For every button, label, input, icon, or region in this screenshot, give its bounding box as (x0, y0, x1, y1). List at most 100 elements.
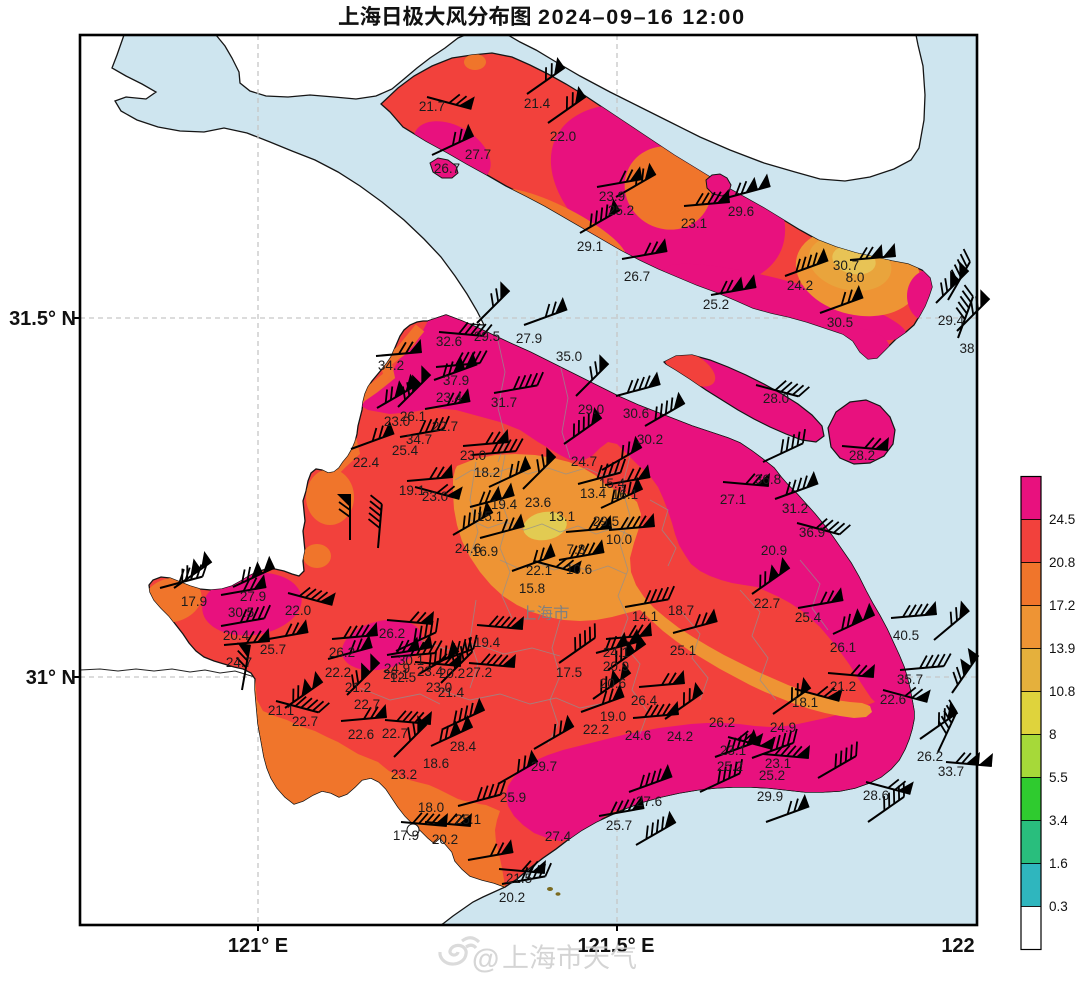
svg-text:24.7: 24.7 (571, 454, 597, 469)
svg-text:37.9: 37.9 (443, 373, 469, 388)
svg-text:25.2: 25.2 (717, 759, 743, 774)
svg-text:30.6: 30.6 (623, 406, 649, 421)
svg-text:21.7: 21.7 (419, 99, 445, 114)
svg-text:31° N: 31° N (26, 667, 76, 689)
svg-text:22.6: 22.6 (880, 692, 906, 707)
svg-text:25.2: 25.2 (703, 297, 729, 312)
svg-text:27.6: 27.6 (636, 794, 662, 809)
svg-text:18.0: 18.0 (418, 800, 444, 815)
svg-text:17.9: 17.9 (181, 594, 207, 609)
svg-text:@: @ (472, 943, 499, 974)
svg-text:23.0: 23.0 (426, 680, 452, 695)
svg-text:22.4: 22.4 (353, 455, 380, 470)
svg-text:38: 38 (959, 341, 974, 356)
svg-text:25.4: 25.4 (392, 443, 419, 458)
svg-text:25.2: 25.2 (608, 203, 634, 218)
svg-text:24.2: 24.2 (787, 278, 813, 293)
svg-text:30.7: 30.7 (833, 258, 859, 273)
svg-text:27.9: 27.9 (240, 589, 266, 604)
svg-text:30.1: 30.1 (398, 653, 424, 668)
svg-text:33.7: 33.7 (938, 764, 964, 779)
svg-text:21.5: 21.5 (506, 871, 532, 886)
svg-text:22.7: 22.7 (382, 726, 408, 741)
svg-text:22.0: 22.0 (550, 129, 576, 144)
svg-text:23.0: 23.0 (460, 448, 486, 463)
svg-text:20.2: 20.2 (439, 666, 465, 681)
svg-text:3.4: 3.4 (1049, 813, 1068, 828)
svg-text:20.2: 20.2 (432, 832, 458, 847)
svg-text:36.8: 36.8 (755, 472, 781, 487)
svg-text:18.7: 18.7 (668, 603, 694, 618)
svg-text:17.9: 17.9 (393, 828, 419, 843)
svg-text:19.0: 19.0 (600, 709, 626, 724)
svg-text:24.2: 24.2 (667, 729, 693, 744)
svg-text:22.7: 22.7 (354, 697, 380, 712)
svg-text:19.4: 19.4 (474, 635, 501, 650)
svg-text:31.5° N: 31.5° N (9, 308, 76, 330)
svg-text:10.6: 10.6 (566, 562, 592, 577)
svg-text:8.0: 8.0 (846, 270, 865, 285)
svg-text:34.7: 34.7 (406, 432, 432, 447)
svg-text:22.7: 22.7 (432, 419, 458, 434)
svg-text:25.7: 25.7 (260, 642, 286, 657)
svg-text:30.2: 30.2 (637, 432, 663, 447)
svg-text:20.9: 20.9 (603, 659, 629, 674)
svg-text:26.7: 26.7 (624, 269, 650, 284)
svg-text:21.4: 21.4 (524, 96, 551, 111)
svg-text:26.1: 26.1 (400, 409, 426, 424)
svg-text:21.4: 21.4 (438, 685, 465, 700)
svg-text:10.0: 10.0 (606, 532, 632, 547)
svg-text:12.5: 12.5 (390, 670, 416, 685)
svg-text:24.9: 24.9 (384, 661, 410, 676)
svg-text:2024–09–16 12:00: 2024–09–16 12:00 (538, 5, 746, 29)
svg-text:29.7: 29.7 (531, 759, 557, 774)
svg-text:20.8: 20.8 (1049, 555, 1075, 570)
svg-text:17.5: 17.5 (556, 665, 582, 680)
svg-text:1.6: 1.6 (1049, 856, 1068, 871)
svg-text:24.9: 24.9 (770, 720, 796, 735)
svg-text:28.1: 28.1 (383, 667, 409, 682)
svg-text:29.0: 29.0 (578, 402, 604, 417)
svg-text:27.1: 27.1 (720, 492, 746, 507)
svg-text:19.4: 19.4 (491, 497, 518, 512)
svg-text:21.2: 21.2 (830, 679, 856, 694)
svg-text:121° E: 121° E (228, 935, 288, 957)
svg-text:27.4: 27.4 (545, 829, 572, 844)
svg-text:24.6: 24.6 (455, 541, 481, 556)
svg-text:22.7: 22.7 (292, 714, 318, 729)
svg-text:16.1: 16.1 (612, 487, 638, 502)
svg-text:34.2: 34.2 (378, 358, 404, 373)
svg-text:29.4: 29.4 (938, 313, 965, 328)
svg-text:26.7: 26.7 (434, 161, 460, 176)
svg-text:23.2: 23.2 (391, 767, 417, 782)
svg-text:13.4: 13.4 (580, 486, 607, 501)
svg-text:25.4: 25.4 (795, 610, 822, 625)
svg-text:21.1: 21.1 (268, 703, 294, 718)
svg-text:13.9: 13.9 (1049, 641, 1075, 656)
svg-text:35.0: 35.0 (556, 349, 582, 364)
svg-text:29.5: 29.5 (593, 514, 619, 529)
svg-text:23.4: 23.4 (436, 390, 463, 405)
svg-text:25.1: 25.1 (455, 812, 481, 827)
svg-text:40.5: 40.5 (893, 628, 919, 643)
svg-text:25.1: 25.1 (670, 643, 696, 658)
svg-text:28.2: 28.2 (849, 448, 875, 463)
svg-text:31.2: 31.2 (782, 501, 808, 516)
svg-text:22.7: 22.7 (754, 596, 780, 611)
svg-text:22.1: 22.1 (526, 563, 552, 578)
svg-text:35.7: 35.7 (897, 672, 923, 687)
svg-text:20.2: 20.2 (499, 890, 525, 905)
svg-text:29.6: 29.6 (728, 204, 754, 219)
svg-text:27.2: 27.2 (466, 665, 492, 680)
svg-text:26.2: 26.2 (329, 645, 355, 660)
svg-text:23.1: 23.1 (765, 756, 791, 771)
svg-text:26.4: 26.4 (631, 693, 658, 708)
svg-text:29.1: 29.1 (577, 239, 603, 254)
svg-text:29.9: 29.9 (757, 789, 783, 804)
svg-text:15.1: 15.1 (477, 509, 503, 524)
svg-text:18.2: 18.2 (474, 465, 500, 480)
svg-text:25.9: 25.9 (500, 790, 526, 805)
svg-text:121.5° E: 121.5° E (578, 935, 655, 957)
svg-text:25.2: 25.2 (759, 768, 785, 783)
svg-text:27.7: 27.7 (465, 147, 491, 162)
